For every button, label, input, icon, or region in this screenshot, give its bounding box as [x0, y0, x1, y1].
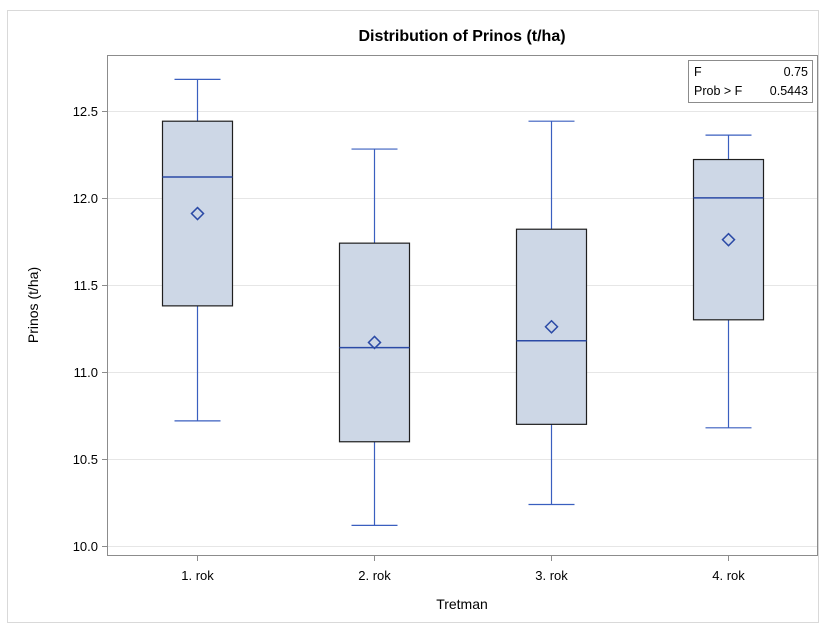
mean-marker	[544, 319, 559, 334]
y-tick-label: 11.0	[74, 365, 98, 380]
box-group	[515, 120, 588, 506]
mean-marker	[367, 335, 382, 350]
outer-frame	[7, 10, 819, 623]
stats-inset-frame	[688, 60, 813, 103]
mean-marker	[190, 206, 205, 221]
x-tick-label: 4. rok	[712, 568, 745, 583]
x-axis-label: Tretman	[436, 596, 488, 612]
box-group	[338, 148, 411, 526]
iqr-box	[338, 242, 411, 443]
y-axis-label: Prinos (t/ha)	[25, 267, 41, 343]
y-tick-label: 12.0	[73, 191, 98, 206]
boxes-layer	[161, 78, 765, 526]
stats-prob-value: 0.5443	[770, 84, 808, 98]
y-tick-label: 12.5	[73, 104, 98, 119]
chart-title: Distribution of Prinos (t/ha)	[358, 28, 565, 45]
iqr-box	[515, 228, 588, 425]
stats-prob-label: Prob > F	[694, 84, 743, 98]
iqr-box	[692, 158, 765, 321]
x-tick-label: 2. rok	[358, 568, 391, 583]
iqr-box	[161, 120, 234, 307]
y-tick-label: 11.5	[74, 278, 98, 293]
box-group	[161, 78, 234, 422]
x-tick-label: 1. rok	[181, 568, 214, 583]
stats-f-value: 0.75	[784, 65, 808, 79]
stats-f-label: F	[694, 65, 702, 79]
y-tick-label: 10.5	[73, 452, 98, 467]
box-group	[692, 134, 765, 429]
x-axis: 1. rok 2. rok 3. rok 4. rok	[181, 555, 745, 583]
x-tick-label: 3. rok	[535, 568, 568, 583]
y-tick-label: 10.0	[73, 539, 98, 554]
mean-marker	[721, 232, 736, 247]
plot-frame	[107, 55, 818, 556]
y-axis: 10.0 10.5 11.0 11.5 12.0 12.5	[73, 104, 108, 554]
stats-inset: F 0.75 Prob > F 0.5443	[688, 60, 813, 103]
